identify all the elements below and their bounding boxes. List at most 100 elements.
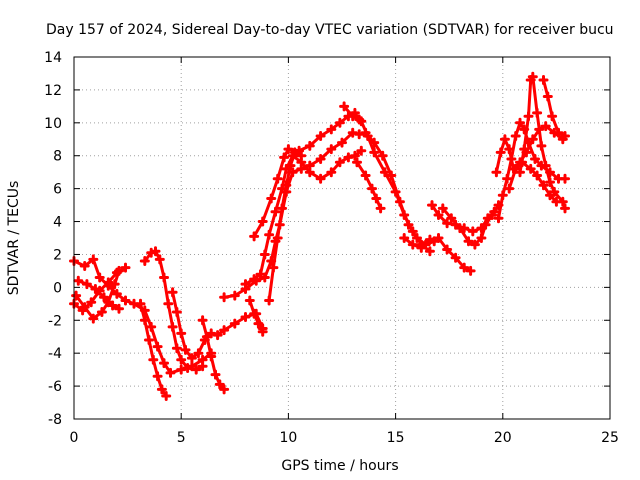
data-point-marker xyxy=(545,190,555,201)
data-point-marker xyxy=(367,183,377,194)
data-point-marker xyxy=(551,196,562,207)
data-point-marker xyxy=(442,218,453,229)
data-point-marker xyxy=(264,229,275,240)
data-point-marker xyxy=(171,307,182,317)
data-point-marker xyxy=(386,170,397,181)
data-point-marker xyxy=(264,295,275,306)
data-point-marker xyxy=(90,284,101,294)
data-point-marker xyxy=(427,200,437,211)
y-tick-label: 2 xyxy=(53,247,62,263)
data-point-marker xyxy=(371,193,382,204)
data-point-marker xyxy=(219,325,230,336)
data-point-marker xyxy=(347,127,358,138)
data-point-marker xyxy=(433,233,444,243)
data-point-marker xyxy=(369,147,380,158)
x-tick-label: 5 xyxy=(177,430,186,446)
data-point-marker xyxy=(454,223,465,234)
data-point-marker xyxy=(210,369,221,380)
data-point-marker xyxy=(86,297,97,308)
data-point-marker xyxy=(240,312,251,322)
data-point-marker xyxy=(163,298,174,309)
data-point-marker xyxy=(504,183,515,194)
data-point-marker xyxy=(257,216,268,227)
data-point-marker xyxy=(266,193,277,204)
y-tick-label: -2 xyxy=(48,313,62,329)
data-point-marker xyxy=(277,203,287,214)
data-point-marker xyxy=(135,298,146,309)
data-point-marker xyxy=(517,157,528,168)
y-tick-label: 12 xyxy=(44,83,62,99)
data-point-marker xyxy=(497,190,508,201)
data-point-marker xyxy=(156,384,167,395)
data-point-marker xyxy=(560,173,570,184)
data-point-marker xyxy=(152,371,163,382)
x-tick-label: 0 xyxy=(70,430,79,446)
data-point-marker xyxy=(553,127,564,138)
data-point-marker xyxy=(545,177,555,188)
data-point-marker xyxy=(337,137,347,148)
data-point-marker xyxy=(530,154,540,164)
series-track-11 xyxy=(248,299,265,334)
data-point-marker xyxy=(315,173,326,184)
data-point-marker xyxy=(356,145,367,156)
data-point-marker xyxy=(412,233,422,243)
series-track-14 xyxy=(342,104,432,253)
data-point-marker xyxy=(360,170,371,181)
data-point-marker xyxy=(343,152,354,163)
data-point-marker xyxy=(352,157,362,168)
chart-title: Day 157 of 2024, Sidereal Day-to-day VTE… xyxy=(46,22,614,38)
data-point-marker xyxy=(176,354,187,365)
data-point-marker xyxy=(279,152,290,163)
data-point-marker xyxy=(424,234,435,245)
data-point-marker xyxy=(182,363,193,373)
data-point-marker xyxy=(519,144,530,155)
data-point-marker xyxy=(538,75,549,85)
data-point-marker xyxy=(399,233,410,243)
data-point-marker xyxy=(487,210,498,220)
data-point-marker xyxy=(377,150,388,161)
data-point-marker xyxy=(180,344,191,355)
data-point-marker xyxy=(120,295,131,306)
data-point-marker xyxy=(186,353,197,364)
data-point-marker xyxy=(360,127,371,138)
series-track-12 xyxy=(252,111,361,238)
data-point-marker xyxy=(244,295,255,306)
data-point-marker xyxy=(450,252,461,263)
data-point-marker xyxy=(515,117,525,128)
data-point-marker xyxy=(212,330,223,341)
data-point-marker xyxy=(150,246,161,257)
data-point-marker xyxy=(167,321,178,332)
data-point-marker xyxy=(480,219,491,230)
data-point-marker xyxy=(532,170,543,181)
data-point-marker xyxy=(171,343,182,354)
data-point-marker xyxy=(433,210,444,220)
data-point-marker xyxy=(437,203,448,214)
data-point-marker xyxy=(146,321,157,332)
data-point-marker xyxy=(219,292,230,303)
y-tick-label: 10 xyxy=(44,116,62,132)
data-point-marker xyxy=(285,160,296,171)
data-point-marker xyxy=(504,144,515,155)
data-point-marker xyxy=(73,275,84,286)
data-point-marker xyxy=(459,262,470,273)
data-point-marker xyxy=(326,167,337,178)
y-tick-label: 4 xyxy=(53,215,62,231)
data-point-marker xyxy=(253,318,264,329)
data-point-marker xyxy=(326,144,337,155)
data-point-marker xyxy=(272,233,283,243)
data-point-marker xyxy=(139,315,150,326)
data-point-marker xyxy=(523,111,534,122)
data-point-marker xyxy=(229,318,240,329)
data-point-marker xyxy=(148,354,159,365)
x-tick-label: 20 xyxy=(494,430,512,446)
data-series-group xyxy=(69,71,570,401)
data-point-marker xyxy=(99,292,109,303)
data-point-marker xyxy=(532,107,543,118)
data-point-marker xyxy=(326,124,337,135)
data-point-marker xyxy=(424,246,435,257)
data-point-marker xyxy=(347,111,358,122)
data-point-marker xyxy=(283,144,294,155)
x-axis-label: GPS time / hours xyxy=(281,458,398,474)
data-point-marker xyxy=(165,367,176,378)
x-tick-label: 15 xyxy=(387,430,405,446)
